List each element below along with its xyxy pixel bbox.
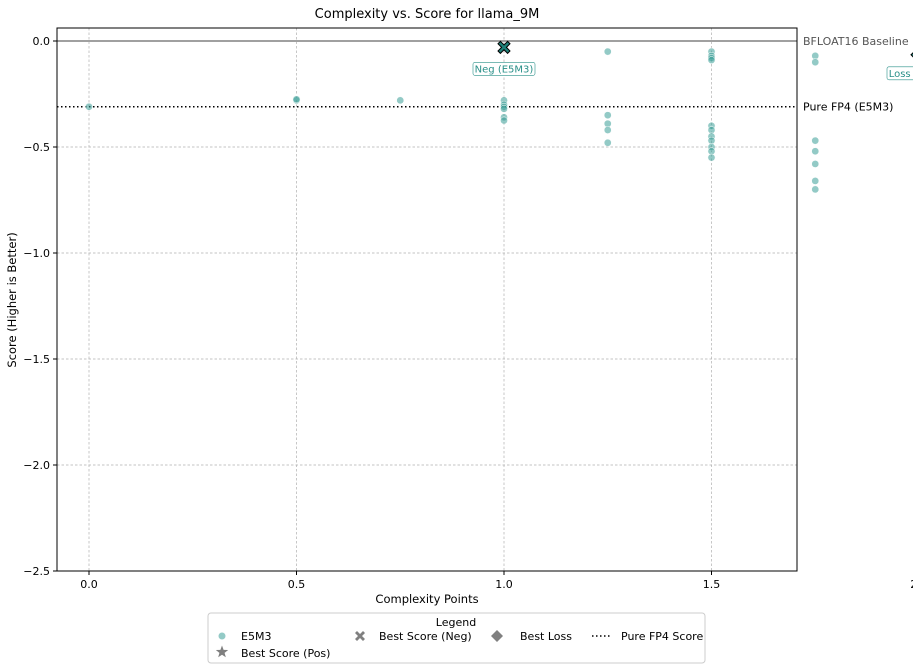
- x-axis-title: Complexity Points: [375, 592, 478, 606]
- data-point: [603, 47, 612, 56]
- legend-frame: [207, 612, 706, 664]
- loss-annotation-label: Loss (E5M3): [889, 69, 913, 80]
- grid-lines: [57, 28, 797, 572]
- data-point: [811, 185, 820, 194]
- y-tick-label: −1.0: [23, 247, 50, 260]
- pure-fp4-label: Pure FP4 (E5M3): [803, 101, 893, 114]
- legend-label-best-score-neg: Best Score (Neg): [379, 630, 472, 643]
- legend-label-e5m3: E5M3: [241, 630, 271, 643]
- legend-marker-star: [215, 645, 229, 658]
- data-point: [811, 147, 820, 156]
- x-tick-label: 0.0: [80, 578, 98, 591]
- data-points: [85, 47, 820, 194]
- data-point: [811, 160, 820, 168]
- neg-annotation-box: [472, 62, 536, 76]
- legend-label-best-loss: Best Loss: [520, 630, 572, 643]
- legend-title: Legend: [436, 616, 476, 629]
- data-point: [811, 58, 820, 67]
- y-axis-ticks: 0.0 −0.5 −1.0 −1.5 −2.0 −2.5: [23, 35, 57, 578]
- data-point: [85, 102, 93, 111]
- x-axis-ticks: 0.00.51.01.52.02.53.0: [80, 571, 913, 591]
- reference-lines: BFLOAT16 Baseline Pure FP4 (E5M3): [57, 35, 909, 114]
- data-point: [707, 153, 716, 162]
- legend-label-best-score-pos: Best Score (Pos): [241, 647, 330, 660]
- chart-title: Complexity vs. Score for llama_9M: [315, 7, 540, 22]
- x-tick-label: 1.0: [495, 578, 513, 591]
- data-point: [811, 136, 820, 145]
- x-tick-label: 0.5: [288, 578, 306, 591]
- legend-marker-x: [355, 631, 365, 641]
- legend-marker-e5m3: [218, 632, 226, 640]
- data-point: [500, 104, 508, 113]
- y-tick-label: −0.5: [23, 141, 50, 154]
- data-point: [603, 138, 612, 147]
- data-point: [811, 177, 820, 185]
- y-axis-title: Score (Higher is Better): [5, 232, 19, 367]
- data-point: [603, 111, 612, 120]
- y-tick-label: −2.5: [23, 565, 50, 578]
- legend-label-pure-fp4: Pure FP4 Score: [621, 630, 703, 643]
- data-point: [500, 116, 508, 125]
- loss-annotation-box: [886, 66, 913, 81]
- neg-annotation-label: Neg (E5M3): [475, 64, 534, 75]
- x-tick-label: 2.0: [910, 578, 913, 591]
- y-tick-label: 0.0: [33, 35, 51, 48]
- data-point: [707, 56, 716, 64]
- highlight-markers: Neg (E5M3) Loss (E5M3): [472, 40, 913, 81]
- plot-frame: [56, 27, 798, 572]
- bfloat16-baseline-label: BFLOAT16 Baseline: [803, 35, 909, 48]
- best-score-neg-marker: [497, 40, 511, 55]
- legend-box: Legend E5M3 Best Score (Pos) Best Score …: [207, 612, 706, 664]
- data-point: [292, 95, 301, 104]
- data-point: [396, 96, 405, 105]
- legend-marker-diamond: [491, 630, 503, 642]
- x-tick-label: 1.5: [703, 578, 721, 591]
- y-tick-label: −1.5: [23, 353, 50, 366]
- y-tick-label: −2.0: [23, 459, 50, 472]
- data-point: [603, 126, 612, 134]
